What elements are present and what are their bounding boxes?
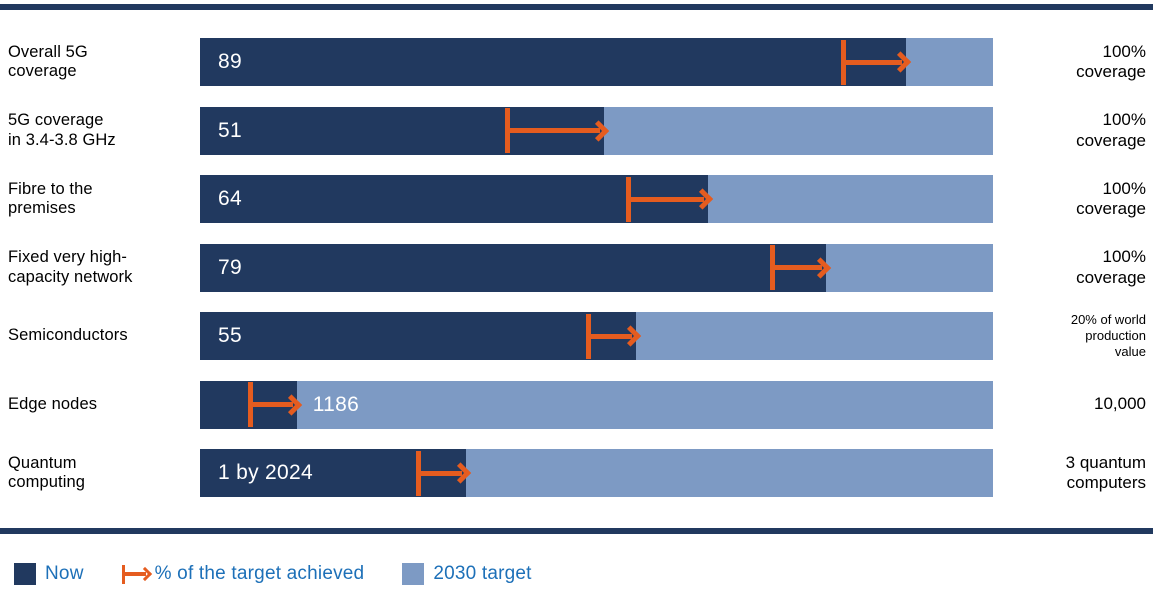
- legend-arrow-label: % of the target achieved: [154, 563, 365, 584]
- bar-now-segment: [200, 38, 906, 86]
- target-swatch-icon: [402, 563, 425, 585]
- bar-value-label: 89: [218, 50, 242, 73]
- arrow-shaft: [770, 265, 823, 270]
- arrow-shaft: [586, 333, 633, 339]
- bar-track: 51: [200, 106, 993, 155]
- legend-now-label: Now: [45, 563, 84, 584]
- progress-arrow: [586, 313, 642, 359]
- progress-arrow: [625, 176, 713, 222]
- arrow-head-icon: [810, 256, 832, 279]
- arrow-head-icon: [889, 51, 911, 73]
- progress-arrow: [505, 108, 610, 153]
- bar-now-segment: [200, 312, 637, 360]
- bar-value-label: 79: [218, 255, 242, 279]
- bar-now-segment: [200, 175, 708, 223]
- arrow-shaft: [415, 470, 462, 476]
- bar-value-label: 55: [218, 324, 242, 347]
- target-label: 100% coverage: [1076, 110, 1146, 150]
- target-label: 100% coverage: [1076, 178, 1146, 218]
- bar-track: 55: [200, 312, 993, 360]
- chart-row: 5G coverage in 3.4-3.8 GHz 51 100% cover…: [0, 106, 1153, 155]
- target-label: 100% coverage: [1076, 41, 1146, 81]
- arrow-head-icon: [280, 393, 302, 416]
- legend-item-arrow: % of the target achieved: [121, 563, 365, 585]
- target-label: 10,000: [1094, 394, 1146, 414]
- bar-now-segment: [200, 243, 827, 292]
- arrow-head-icon: [449, 462, 471, 484]
- chart-row: Quantum computing 1 by 2024 3 quantum co…: [0, 449, 1153, 497]
- target-label: 3 quantum computers: [1065, 452, 1146, 492]
- arrow-shaft: [840, 59, 902, 65]
- row-label: 5G coverage in 3.4-3.8 GHz: [8, 111, 116, 149]
- bar-track: 64: [200, 175, 993, 223]
- arrow-shaft: [505, 128, 601, 133]
- chart-row: Overall 5G coverage 89 100% coverage: [0, 38, 1153, 86]
- progress-arrow: [247, 382, 302, 427]
- row-label: Fibre to the premises: [8, 179, 93, 217]
- row-label: Edge nodes: [8, 394, 98, 413]
- bar-value-label: 51: [218, 118, 242, 142]
- arrow-shaft: [625, 196, 704, 202]
- chart-row: Fibre to the premises 64 100% coverage: [0, 175, 1153, 223]
- progress-arrow: [770, 245, 832, 290]
- chart-row: Fixed very high- capacity network 79 100…: [0, 243, 1153, 292]
- legend-item-target: 2030 target: [402, 563, 531, 585]
- chart-rows: Overall 5G coverage 89 100% coverage 5G …: [0, 38, 1153, 497]
- progress-arrow-icon: [121, 564, 152, 584]
- bar-value-label: 1186: [312, 392, 360, 416]
- now-swatch-icon: [14, 563, 36, 585]
- legend-item-now: Now: [14, 563, 84, 585]
- bar-track: 79: [200, 243, 993, 292]
- chart-row: Edge nodes 1186 10,000: [0, 380, 1153, 429]
- bar-value-label: 64: [218, 187, 242, 210]
- arrow-head-icon: [620, 325, 642, 347]
- arrow-shaft: [121, 572, 146, 576]
- row-label: Semiconductors: [8, 326, 128, 345]
- legend-target-label: 2030 target: [433, 563, 532, 584]
- chart-row: Semiconductors 55 20% of world productio…: [0, 312, 1153, 360]
- row-label: Quantum computing: [8, 453, 86, 491]
- target-label: 20% of world production value: [1070, 311, 1146, 360]
- row-label: Overall 5G coverage: [8, 42, 88, 80]
- row-label: Fixed very high- capacity network: [8, 248, 133, 286]
- target-label: 100% coverage: [1076, 247, 1146, 287]
- top-rule: [0, 4, 1153, 10]
- bar-track: 1186: [200, 380, 993, 429]
- bottom-rule: [0, 528, 1153, 534]
- arrow-head-icon: [691, 188, 713, 210]
- progress-arrow: [840, 39, 911, 85]
- bar-track: 89: [200, 38, 993, 86]
- bar-value-label: 1 by 2024: [218, 461, 313, 484]
- progress-arrow: [415, 450, 471, 496]
- bar-track: 1 by 2024: [200, 449, 993, 497]
- arrow-head-icon: [137, 566, 152, 582]
- arrow-head-icon: [588, 119, 610, 142]
- legend: Now % of the target achieved 2030 target: [14, 563, 532, 585]
- arrow-shaft: [247, 402, 293, 407]
